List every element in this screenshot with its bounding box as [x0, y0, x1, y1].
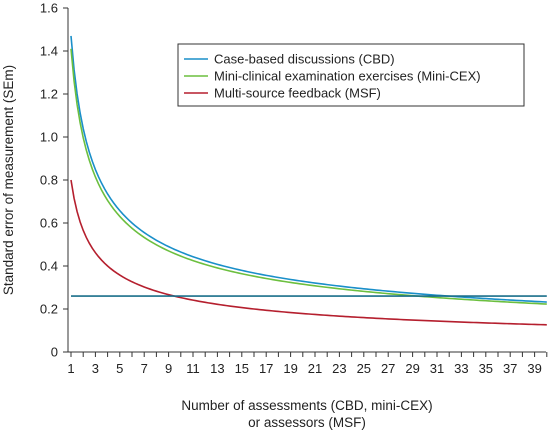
- legend-label: Mini-clinical examination exercises (Min…: [214, 69, 481, 84]
- y-axis-title: Standard error of measurement (SEm): [1, 65, 16, 295]
- x-tick-label: 39: [527, 361, 541, 376]
- y-tick-label: 0: [51, 345, 58, 360]
- x-tick-label: 33: [454, 361, 468, 376]
- x-axis-title-line-1: Number of assessments (CBD, mini-CEX): [181, 398, 432, 413]
- x-tick-label: 31: [430, 361, 444, 376]
- x-tick-label: 19: [283, 361, 297, 376]
- y-tick-label: 0.4: [40, 259, 58, 274]
- x-tick-label: 17: [259, 361, 273, 376]
- y-tick-label: 1.4: [40, 44, 58, 59]
- x-tick-label: 13: [210, 361, 224, 376]
- x-tick-label: 23: [332, 361, 346, 376]
- legend-box: [177, 43, 525, 107]
- y-tick-label: 1.2: [40, 87, 58, 102]
- y-ticks: 0 0.2 0.4 0.6 0.8 1.0 1.2 1.4 1.6: [40, 1, 68, 360]
- x-tick-label: 5: [116, 361, 123, 376]
- x-tick-label: 3: [92, 361, 99, 376]
- series-line: [70, 48, 547, 305]
- y-tick-label: 0.8: [40, 173, 58, 188]
- x-tick-label: 9: [165, 361, 172, 376]
- x-ticks: 1 3 5 7 9 11 13 15 17 19 21 23 25 27 29 31 33 35 37 39: [67, 352, 548, 376]
- x-tick-label: 35: [479, 361, 493, 376]
- x-tick-label: 7: [141, 361, 148, 376]
- x-tick-label: 11: [186, 361, 200, 376]
- series-line: [70, 35, 547, 303]
- x-tick-label: 27: [381, 361, 395, 376]
- x-axis-title-line-2: or assessors (MSF): [248, 415, 366, 430]
- x-tick-label: 21: [308, 361, 322, 376]
- series-lines: [70, 35, 547, 326]
- legend-label: Case-based discussions (CBD): [214, 52, 395, 67]
- series-line: [70, 179, 547, 326]
- y-tick-label: 1.0: [40, 130, 58, 145]
- x-tick-label: 15: [235, 361, 249, 376]
- x-tick-label: 29: [405, 361, 419, 376]
- y-tick-label: 0.6: [40, 216, 58, 231]
- y-tick-label: 0.2: [40, 302, 58, 317]
- legend-label: Multi-source feedback (MSF): [214, 86, 381, 101]
- x-tick-label: 25: [357, 361, 371, 376]
- x-tick-label: 1: [67, 361, 74, 376]
- x-tick-label: 37: [503, 361, 517, 376]
- y-tick-label: 1.6: [40, 1, 58, 16]
- legend: Case-based discussions (CBD) Mini-clinica…: [177, 43, 525, 107]
